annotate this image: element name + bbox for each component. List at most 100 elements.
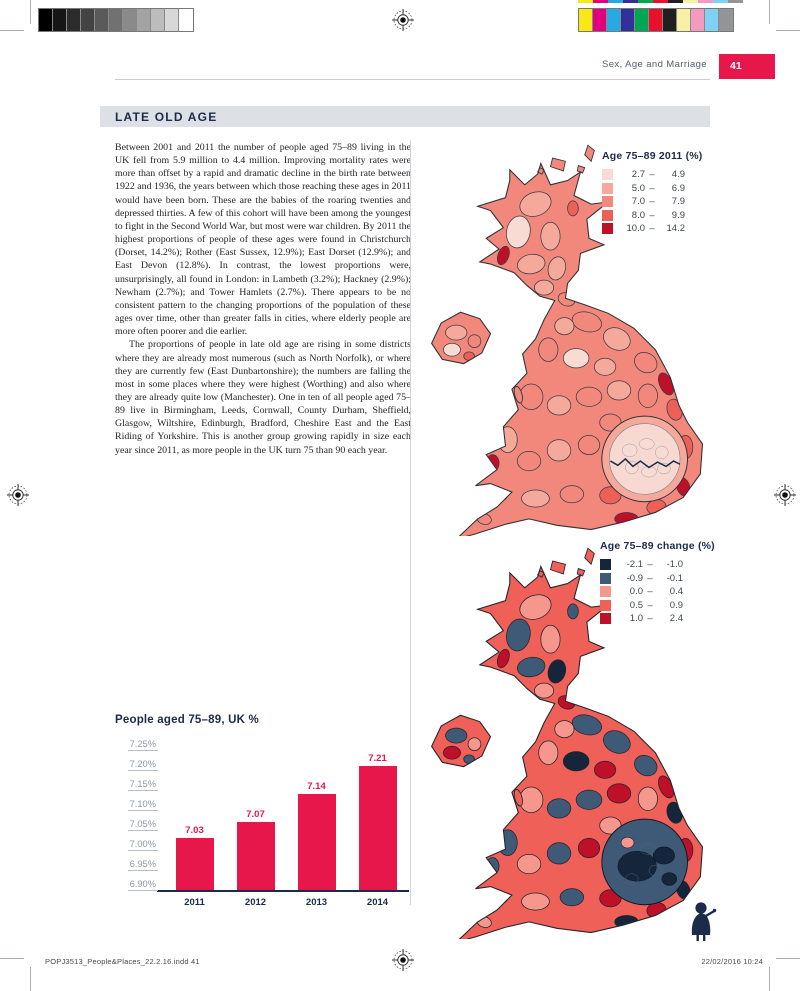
legend-range-to: 2.4 [669,613,683,625]
y-axis-tick-label: 6.90% [127,879,158,891]
legend-range-dash: – [647,572,653,584]
registration-mark-icon [774,484,796,506]
legend-swatch [602,182,613,194]
bar-2013 [297,794,336,890]
color-swatch [719,9,733,31]
legend-range-from: 0.0 [629,586,643,598]
grayscale-swatch [53,9,67,31]
legend-range-to: 0.4 [669,586,683,598]
legend-title: Age 75–89 change (%) [600,540,715,552]
bar-2014 [358,766,397,890]
body-text: Between 2001 and 2011 the number of peop… [115,141,411,457]
section-title: LATE OLD AGE [115,110,218,124]
legend-range-from: 8.0 [631,209,645,221]
color-swatch-sliver [608,0,623,3]
legend-range-dash: – [649,209,655,221]
legend-swatch [602,169,613,181]
legend-swatch [602,209,613,221]
legend-range-from: 10.0 [626,223,646,235]
legend-range-to: 6.9 [671,182,685,194]
color-bar-sliver [578,0,743,3]
paragraph: Between 2001 and 2011 the number of peop… [115,142,411,338]
legend-row: 0.5– 0.9 [600,599,760,613]
crop-mark [769,967,770,991]
legend-swatch [602,223,613,235]
legend-range-from: 1.0 [629,613,643,625]
color-swatch-sliver [653,0,668,3]
column-rule [410,140,411,905]
islands [513,144,595,404]
color-swatch [621,9,635,31]
london-area [601,415,688,503]
thames-line [610,457,681,469]
x-axis-category-label: 2014 [366,897,389,908]
color-swatch-sliver [668,0,683,3]
london-area [601,818,688,906]
legend-row: 7.0– 7.9 [602,195,762,209]
legend-range-dash: – [649,182,655,194]
bar-value-label: 7.14 [307,781,326,792]
legend-range-dash: – [647,599,653,611]
legend-2011: Age 75–89 2011 (%) 2.7–4.9 5.0–6.9 7.0–7.9… [602,150,762,236]
page-number-badge: 41 [719,54,775,79]
legend-row: -0.9– -0.1 [600,572,760,586]
page-number: 41 [730,60,742,72]
grayscale-swatch [137,9,151,31]
bar-chart-people-aged-75-89: People aged 75–89, UK % 7.25% 7.20% 7.15% 7… [112,714,412,924]
legend-range-dash: – [649,169,655,181]
legend-swatch [602,196,613,208]
legend-row: 5.0– 6.9 [602,182,762,196]
x-axis-category-label: 2011 [184,897,205,908]
color-swatch-sliver [593,0,608,3]
legend-change: Age 75–89 change (%) -2.1– -1.0 -0.9– -0.1 0… [600,540,760,626]
x-axis-line [157,890,409,892]
grayscale-swatch [123,9,137,31]
color-swatch [635,9,649,31]
crop-mark [776,30,800,31]
color-swatch-sliver [638,0,653,3]
crop-mark [0,30,24,31]
crop-mark [30,0,31,24]
color-swatch-sliver [683,0,698,3]
footer-filename: POPJ3513_People&Places_22.2.16.indd 41 [45,957,200,966]
legend-range-to: 14.2 [666,223,686,235]
registration-mark-icon [392,9,414,31]
section-title-bar: LATE OLD AGE [100,106,710,127]
islands [513,547,595,807]
legend-range-from: -2.1 [626,559,643,571]
color-swatch [705,9,719,31]
chart-title: People aged 75–89, UK % [115,714,259,726]
gb-outline [458,564,704,939]
legend-range-dash: – [647,559,653,571]
legend-range-from: 7.0 [631,196,645,208]
legend-swatch [600,559,611,571]
elderly-person-icon [691,902,717,941]
crop-mark [30,967,31,991]
legend-swatch [600,572,611,584]
color-swatch [607,9,621,31]
legend-range-from: 2.7 [631,169,645,181]
grayscale-swatch [151,9,165,31]
bar-2011 [175,838,214,890]
legend-range-dash: – [647,586,653,598]
bar-value-label: 7.21 [368,753,387,764]
y-axis-tick-label: 7.25% [127,739,158,751]
color-calibration-bar [578,8,734,32]
color-swatch [593,9,607,31]
grayscale-swatch [39,9,53,31]
legend-title: Age 75–89 2011 (%) [602,150,703,162]
legend-range-to: 4.9 [671,169,685,181]
grayscale-swatch [179,9,193,31]
legend-range-dash: – [647,613,653,625]
legend-row: -2.1– -1.0 [600,558,760,572]
registration-mark-icon [7,484,29,506]
crop-mark [0,958,24,959]
legend-row: 1.0– 2.4 [600,612,760,626]
legend-row: 0.0– 0.4 [600,585,760,599]
bar-value-label: 7.03 [185,825,204,836]
y-axis-tick-label: 7.15% [127,779,158,791]
grayscale-calibration-bar [38,8,194,32]
legend-range-from: 5.0 [631,182,645,194]
bar-2012 [236,822,275,890]
